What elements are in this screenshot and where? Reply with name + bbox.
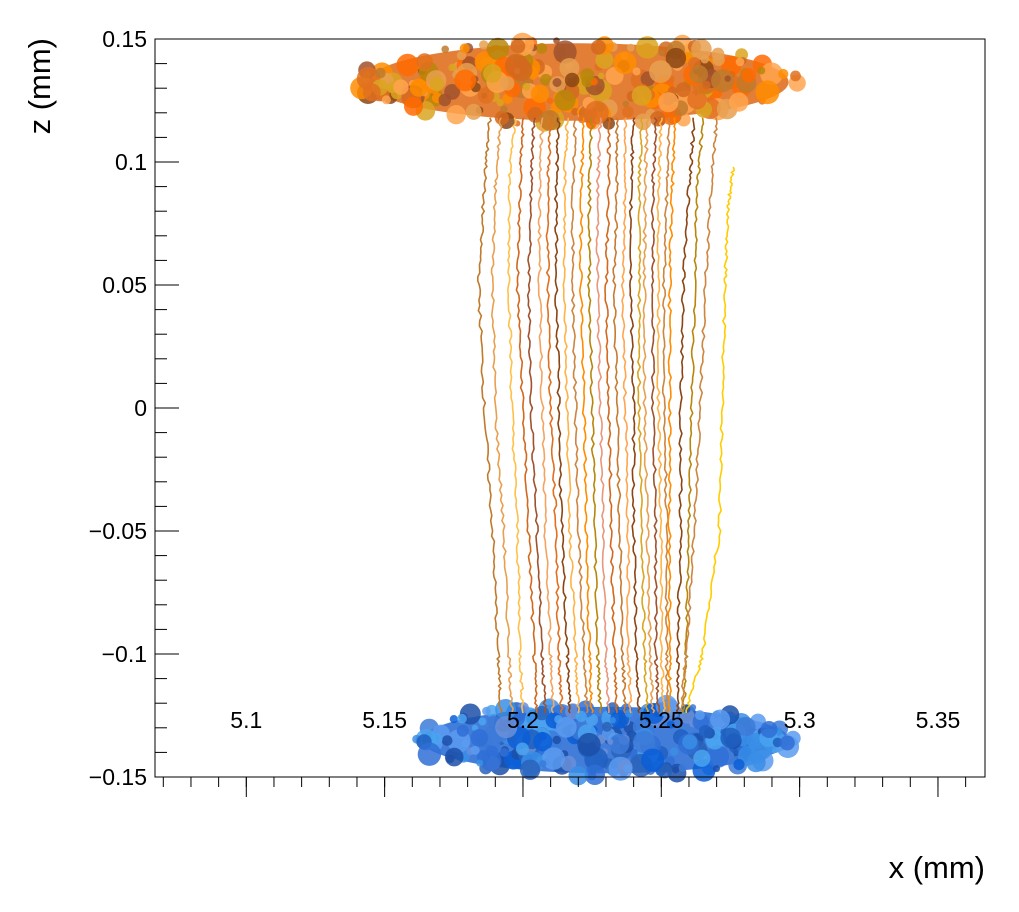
- x-tick-label: 5.35: [916, 707, 961, 733]
- drift-track: [490, 117, 514, 714]
- drift-track: [562, 117, 580, 714]
- x-tick-label: 5.25: [639, 707, 684, 733]
- drift-track: [628, 117, 642, 714]
- drift-track: [650, 117, 661, 714]
- plot-frame: [154, 38, 986, 778]
- drift-track: [553, 117, 572, 714]
- x-tick-label: 5.3: [784, 707, 816, 733]
- drift-track: [570, 117, 589, 714]
- drift-track: [636, 117, 649, 714]
- drift-track: [661, 117, 671, 714]
- drift-track: [545, 117, 564, 714]
- x-axis: 5.1 5.15 5.2 5.25 5.3 5.35: [162, 707, 967, 797]
- drift-track: [620, 117, 633, 714]
- drift-track: [515, 117, 539, 714]
- drift-track: [656, 117, 667, 714]
- y-tick-label: −0.15: [89, 764, 147, 790]
- y-axis-title: z (mm): [22, 38, 57, 134]
- tracks: [477, 117, 735, 714]
- drift-track: [477, 117, 503, 714]
- drift-track: [612, 117, 627, 714]
- y-tick-label: 0.1: [115, 149, 147, 175]
- drift-track: [506, 117, 525, 714]
- y-tick-label: 0.15: [102, 26, 147, 52]
- x-tick-label: 5.15: [362, 707, 407, 733]
- drift-track: [642, 117, 656, 714]
- drift-track: [667, 117, 677, 714]
- drift-track: [595, 117, 610, 714]
- y-tick-label: 0: [134, 395, 147, 421]
- drift-track: [679, 117, 718, 714]
- y-axis: 0.15 0.1 0.05 0 −0.05 −0.1 −0.15: [89, 26, 179, 790]
- drift-track: [675, 117, 696, 714]
- drift-track: [604, 117, 619, 714]
- drift-track: [685, 166, 735, 714]
- clusters: [350, 32, 806, 786]
- x-tick-label: 5.1: [230, 707, 262, 733]
- drift-track: [526, 117, 547, 714]
- y-tick-label: −0.05: [89, 518, 147, 544]
- drift-track: [578, 117, 594, 714]
- x-tick-label: 5.2: [507, 707, 539, 733]
- x-axis-title: x (mm): [889, 850, 985, 885]
- bottom-cluster: [412, 694, 801, 786]
- top-cluster: [350, 32, 806, 132]
- y-tick-label: −0.1: [102, 641, 147, 667]
- drift-track: [586, 117, 603, 714]
- drift-track: [537, 117, 555, 714]
- y-tick-label: 0.05: [102, 272, 147, 298]
